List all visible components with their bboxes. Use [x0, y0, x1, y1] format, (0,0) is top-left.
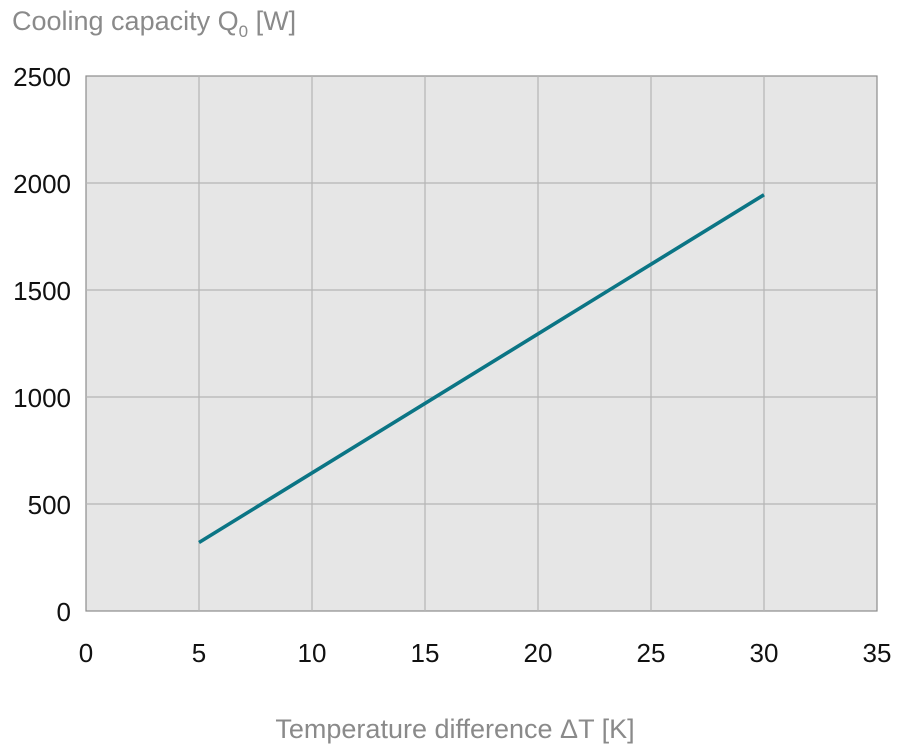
y-axis-label-subscript: 0	[239, 22, 248, 41]
y-tick-label-1500: 1500	[13, 276, 71, 306]
y-tick-label-2500: 2500	[13, 62, 71, 92]
y-tick-labels: 0 500 1000 1500 2000 2500	[13, 62, 71, 627]
x-tick-labels: 0 5 10 15 20 25 30 35	[79, 638, 892, 668]
x-tick-label-5: 5	[192, 638, 206, 668]
x-tick-label-20: 20	[524, 638, 553, 668]
x-tick-label-10: 10	[298, 638, 327, 668]
y-axis-label: Cooling capacity Q0 [W]	[12, 6, 296, 41]
x-tick-label-35: 35	[863, 638, 892, 668]
y-axis-label-main: Cooling capacity Q	[12, 6, 239, 36]
series-layer	[198, 193, 765, 545]
series-line-0	[198, 193, 765, 545]
y-tick-label-2000: 2000	[13, 169, 71, 199]
x-tick-label-0: 0	[79, 638, 93, 668]
grid-lines	[86, 76, 877, 611]
y-tick-label-1000: 1000	[13, 383, 71, 413]
x-tick-label-15: 15	[411, 638, 440, 668]
y-tick-label-0: 0	[57, 597, 71, 627]
x-tick-label-30: 30	[750, 638, 779, 668]
x-tick-label-25: 25	[637, 638, 666, 668]
x-axis-label: Temperature difference ΔT [K]	[275, 714, 634, 744]
y-tick-label-500: 500	[28, 490, 71, 520]
plot-area	[85, 75, 878, 612]
y-axis-label-unit: [W]	[248, 6, 296, 36]
